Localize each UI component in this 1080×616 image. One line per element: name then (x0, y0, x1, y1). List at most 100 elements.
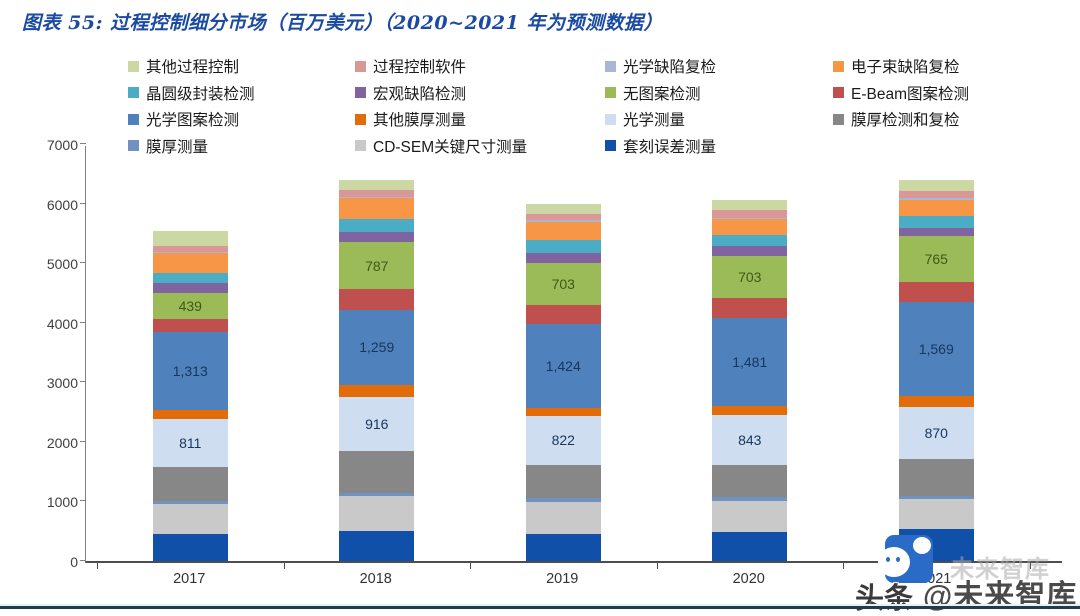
x-tick-mark (97, 563, 98, 569)
bar-2019: 822 1,424 703 (525, 204, 601, 561)
y-tick-label: 5000 (46, 256, 78, 273)
bar-segment (712, 245, 788, 256)
x-tick-label: 2020 (732, 571, 765, 587)
bar-label: 1,481 (732, 353, 768, 370)
bar-segment (152, 246, 228, 253)
bar-segment (898, 216, 974, 229)
legend-label: E-Beam图案检测 (851, 85, 969, 103)
bar-label: 703 (738, 268, 762, 285)
legend-label: 电子束缺陷复检 (851, 59, 960, 77)
bar-segment (898, 179, 974, 191)
y-tick-mark (80, 202, 86, 204)
legend-swatch (833, 87, 844, 99)
y-tick-label: 1000 (46, 494, 78, 511)
bar-segment: 811 (152, 418, 228, 468)
bar-segment (339, 190, 415, 198)
watermark: 未来智库 头条 @未来智库 (853, 533, 1080, 615)
bar-segment (712, 217, 788, 220)
legend-label: 套刻误差测量 (623, 138, 717, 156)
legend-item: 其他过程控制 (128, 53, 355, 80)
bar-segment (152, 252, 228, 273)
bar-segment (898, 395, 974, 407)
watermark-brand: 头条 (855, 583, 914, 615)
y-tick-mark (80, 560, 86, 561)
legend-label: 膜厚测量 (146, 138, 209, 156)
chat-eye-left (886, 557, 890, 562)
bar-label: 822 (551, 432, 575, 449)
legend-swatch (605, 60, 616, 72)
bar-segment (152, 534, 228, 561)
bar-segment (525, 239, 601, 253)
legend-item: CD-SEM关键尺寸测量 (355, 133, 605, 160)
bar-label: 1,569 (918, 341, 954, 358)
bar-segment (339, 180, 415, 191)
legend-swatch (833, 60, 844, 72)
y-tick-label: 0 (70, 554, 78, 570)
bar-segment (712, 532, 788, 561)
bar-segment (339, 492, 415, 497)
bar-label: 765 (924, 251, 948, 268)
bar-segment: 843 (712, 414, 788, 466)
bottom-divider-highlight (0, 604, 1080, 606)
x-tick-mark (1029, 563, 1031, 569)
bar-segment (152, 504, 228, 535)
chat-bubble-big-icon (878, 547, 910, 577)
bar-segment: 765 (898, 236, 974, 283)
bar-label: 703 (551, 276, 575, 293)
bar-segment: 439 (152, 293, 228, 320)
bar-segment (898, 498, 974, 530)
bottom-divider (0, 606, 1080, 609)
legend-swatch (128, 140, 139, 152)
bar-segment (152, 252, 228, 253)
y-tick-mark (80, 143, 86, 144)
x-tick-mark (656, 563, 658, 569)
bar-2018: 916 1,259 787 (339, 180, 415, 561)
bar-label: 1,424 (545, 358, 581, 375)
bar-segment: 703 (712, 255, 788, 298)
bar-slot-2017: 811 1,313 439 (97, 230, 284, 561)
bar-slot-2021: 870 1,569 765 (843, 179, 1030, 561)
bar-segment (152, 500, 228, 505)
legend-label: 宏观缺陷检测 (373, 85, 467, 103)
legend-swatch (128, 113, 139, 125)
y-tick-label: 4000 (46, 315, 78, 332)
legend-item: 光学测量 (605, 106, 833, 133)
legend-item: 光学缺陷复检 (605, 53, 833, 80)
bar-segment (339, 289, 415, 310)
bar-label: 1,259 (359, 339, 395, 356)
bar-segment (712, 406, 788, 415)
bar-segment (152, 283, 228, 294)
legend-label: 其他过程控制 (146, 59, 240, 77)
x-tick-mark (283, 563, 285, 569)
y-tick-mark (80, 321, 86, 323)
bar-slot-2020: 843 1,481 703 (657, 199, 844, 561)
legend-swatch (605, 87, 616, 99)
bar-segment (898, 228, 974, 237)
chat-eye-right (896, 557, 900, 562)
legend-item: 无图案检测 (605, 80, 833, 107)
legend-item: 过程控制软件 (355, 53, 605, 80)
legend-swatch (833, 113, 844, 125)
legend-item: 宏观缺陷检测 (355, 80, 605, 107)
bar-label: 843 (738, 432, 762, 449)
legend-label: 光学缺陷复检 (623, 59, 717, 77)
bar-segment (525, 204, 601, 215)
bar-segment: 1,313 (152, 331, 228, 410)
watermark-chat-icon (878, 535, 933, 583)
legend-label: 晶圆级封装检测 (146, 85, 255, 103)
bar-segment (525, 533, 601, 561)
bar-label: 1,313 (172, 362, 208, 379)
bar-segment (898, 458, 974, 496)
y-axis-labels: 0 1000 2000 3000 4000 5000 6000 7000 (0, 137, 78, 570)
bar-segment: 1,424 (525, 323, 601, 409)
bar-segment: 787 (339, 242, 415, 290)
bar-segment (525, 305, 601, 324)
bar-segment (525, 222, 601, 240)
legend-item: 晶圆级封装检测 (128, 80, 355, 107)
bar-label: 870 (924, 424, 948, 441)
bar-segment (712, 497, 788, 501)
bar-segment (152, 230, 228, 247)
bar-segment (712, 210, 788, 218)
bar-segment: 703 (525, 263, 601, 306)
